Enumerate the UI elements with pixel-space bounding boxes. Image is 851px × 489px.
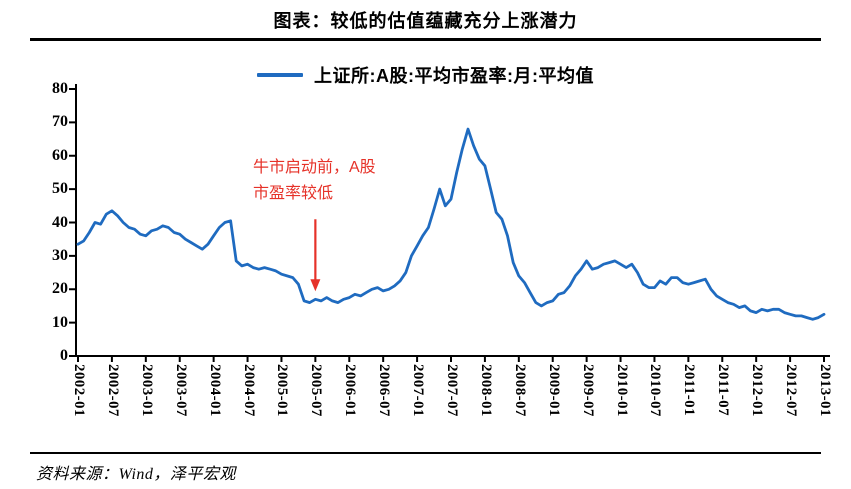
x-tick-label: 2008-07: [511, 364, 528, 417]
x-tick-label: 2011-07: [715, 364, 732, 416]
x-tick-label: 2007-07: [444, 364, 460, 417]
x-tick-label: 2006-07: [376, 364, 393, 417]
x-tick-label: 2010-07: [647, 364, 664, 417]
page-title: 图表：较低的估值蕴藏充分上涨潜力: [273, 11, 578, 31]
y-tick-label: 0: [60, 347, 68, 364]
x-tick-label: 2013-01: [817, 364, 833, 417]
x-tick-label: 2007-01: [410, 364, 427, 417]
x-tick-label: 2003-01: [138, 364, 155, 417]
annotation-arrow-head: [310, 279, 321, 292]
y-tick-label: 20: [52, 280, 68, 298]
y-tick-label: 60: [52, 146, 68, 164]
pe-ratio-line: [76, 127, 826, 321]
x-tick-label: 2012-07: [783, 364, 800, 417]
y-tick-label: 10: [52, 313, 68, 331]
x-tick-label: 2006-01: [342, 364, 359, 417]
legend-label: 上证所:A股:平均市盈率:月:平均值: [314, 66, 594, 86]
x-tick-label: 2008-01: [477, 364, 494, 417]
y-tick-label: 80: [52, 80, 68, 97]
x-tick-label: 2004-07: [240, 364, 257, 417]
x-tick-label: 2009-01: [545, 364, 562, 417]
y-tick-label: 70: [52, 113, 68, 131]
x-tick-label: 2003-07: [172, 364, 189, 417]
y-tick-label: 40: [52, 213, 68, 231]
legend: 上证所:A股:平均市盈率:月:平均值: [0, 62, 851, 88]
top-rule: [30, 38, 821, 41]
x-tick-label: 2005-07: [308, 364, 325, 417]
y-tick-label: 50: [52, 180, 68, 198]
x-tick-label: 2010-01: [613, 364, 630, 417]
x-tick-label: 2002-07: [104, 364, 121, 417]
x-tick-label: 2004-01: [206, 364, 223, 417]
source-note: 资料来源：Wind，泽平宏观: [36, 466, 236, 483]
annotation-text-line2: 市盈率较低: [253, 185, 334, 202]
annotation-text-line1: 牛市启动前，A股: [253, 159, 376, 176]
x-tick-label: 2002-01: [71, 364, 87, 417]
legend-line-swatch: [257, 73, 303, 77]
annotation-callout: 牛市启动前，A股 市盈率较低: [253, 155, 376, 207]
x-tick-label: 2011-01: [681, 364, 698, 416]
x-tick-label: 2005-01: [274, 364, 291, 417]
x-tick-label: 2009-07: [579, 364, 596, 417]
axes: [75, 84, 830, 357]
y-tick-label: 30: [52, 246, 68, 264]
bottom-rule: [30, 452, 821, 454]
x-tick-label: 2012-01: [749, 364, 766, 417]
